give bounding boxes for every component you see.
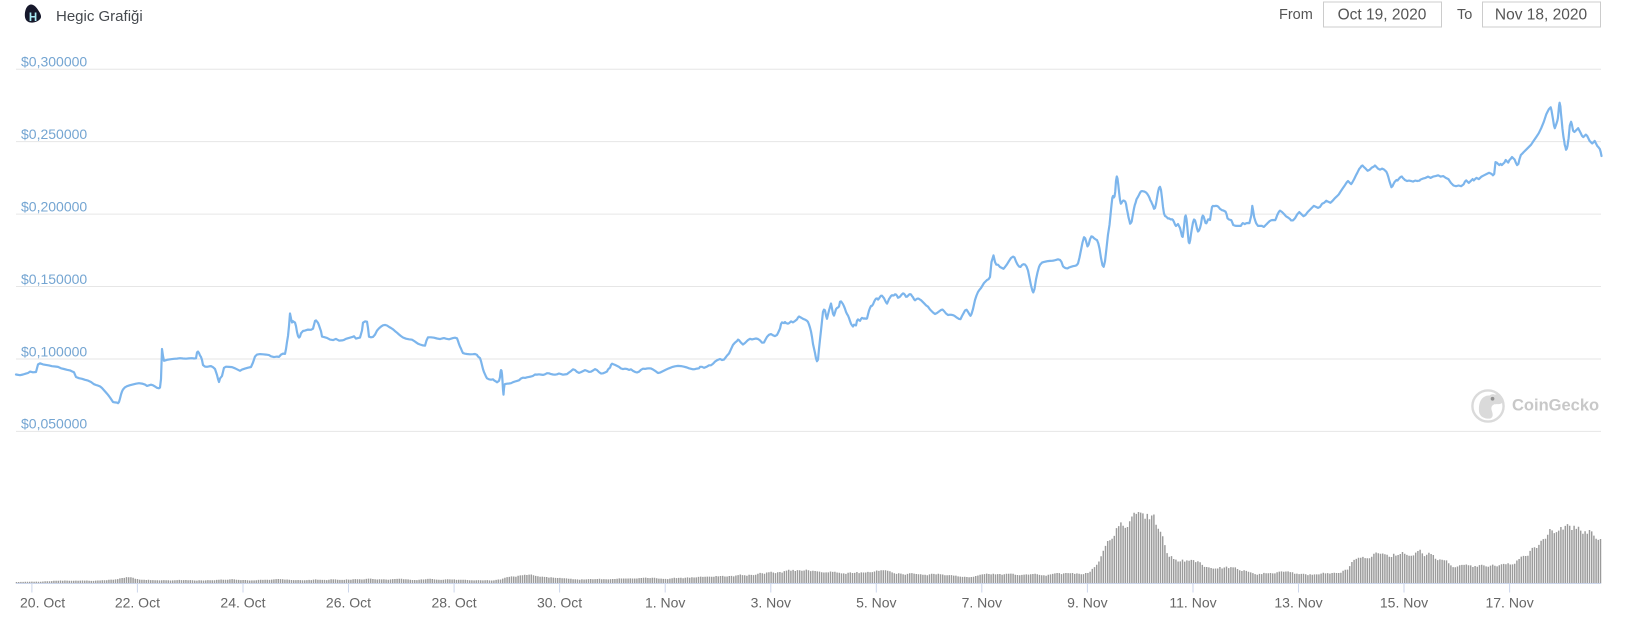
svg-text:17. Nov: 17. Nov [1485,595,1533,611]
svg-text:24. Oct: 24. Oct [220,595,265,611]
svg-text:15. Nov: 15. Nov [1380,595,1428,611]
svg-text:$0,100000: $0,100000 [21,343,87,359]
svg-text:H: H [29,12,37,24]
svg-text:1. Nov: 1. Nov [645,595,685,611]
svg-text:22. Oct: 22. Oct [115,595,160,611]
svg-text:$0,250000: $0,250000 [21,126,87,142]
svg-text:$0,200000: $0,200000 [21,198,87,214]
svg-text:Hegic Grafiği: Hegic Grafiği [56,8,143,25]
svg-text:$0,050000: $0,050000 [21,416,87,432]
svg-text:28. Oct: 28. Oct [432,595,477,611]
svg-text:11. Nov: 11. Nov [1169,595,1216,611]
svg-text:30. Oct: 30. Oct [537,595,582,611]
svg-text:5. Nov: 5. Nov [856,595,896,611]
svg-text:7. Nov: 7. Nov [962,595,1002,611]
svg-text:Oct 19, 2020: Oct 19, 2020 [1338,7,1427,24]
svg-text:20. Oct: 20. Oct [20,595,65,611]
svg-text:3. Nov: 3. Nov [751,595,791,611]
svg-text:26. Oct: 26. Oct [326,595,371,611]
svg-text:13. Nov: 13. Nov [1274,595,1322,611]
svg-text:$0,300000: $0,300000 [21,54,87,70]
svg-text:Nov 18, 2020: Nov 18, 2020 [1495,7,1588,24]
svg-text:From: From [1279,7,1313,23]
svg-text:9. Nov: 9. Nov [1067,595,1107,611]
svg-text:CoinGecko: CoinGecko [1512,397,1599,415]
svg-text:To: To [1457,7,1472,23]
svg-text:$0,150000: $0,150000 [21,271,87,287]
